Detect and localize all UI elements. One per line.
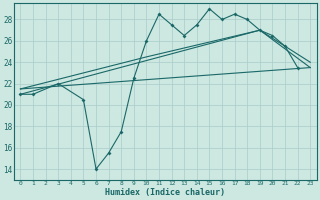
X-axis label: Humidex (Indice chaleur): Humidex (Indice chaleur): [105, 188, 225, 197]
